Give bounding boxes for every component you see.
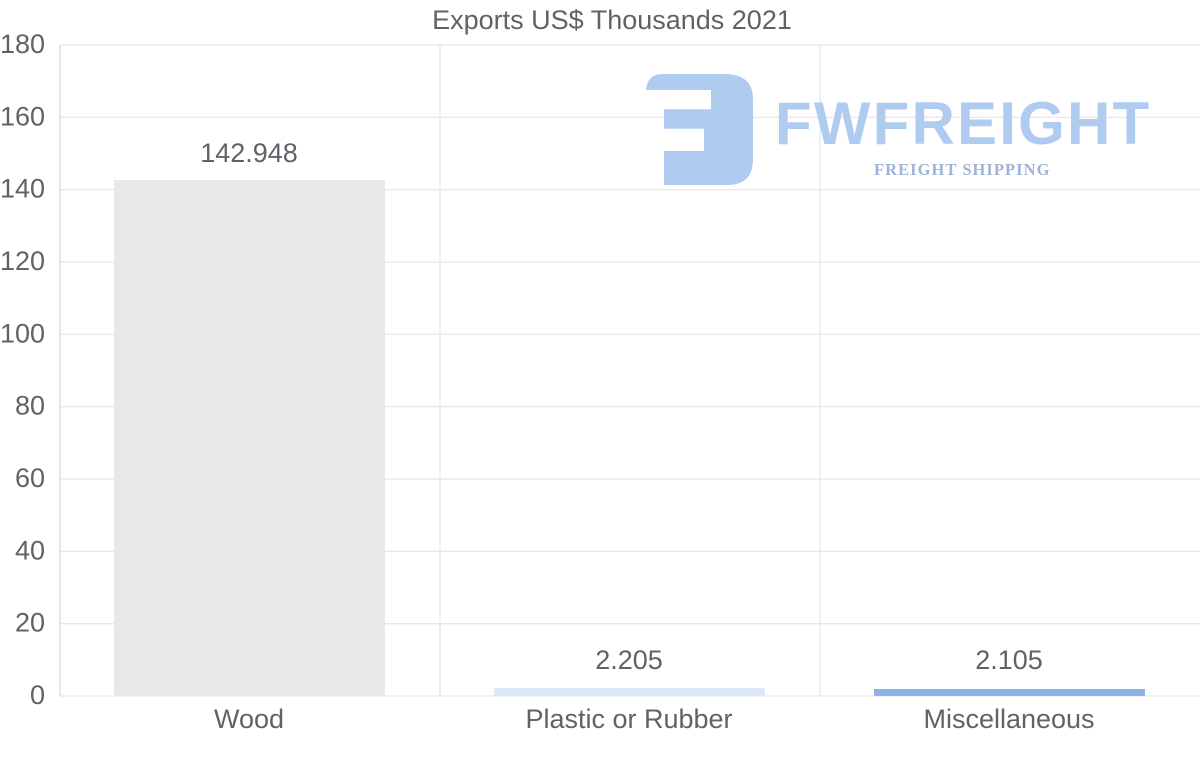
svg-text:2.105: 2.105 [975, 645, 1043, 675]
svg-text:160: 160 [0, 101, 45, 131]
svg-text:20: 20 [15, 608, 45, 638]
svg-text:180: 180 [0, 29, 45, 59]
svg-text:80: 80 [15, 391, 45, 421]
svg-text:0: 0 [30, 680, 45, 710]
svg-text:120: 120 [0, 246, 45, 276]
svg-text:2.205: 2.205 [595, 645, 663, 675]
svg-text:142.948: 142.948 [200, 138, 298, 168]
svg-text:FREIGHT SHIPPING: FREIGHT SHIPPING [874, 160, 1050, 179]
svg-text:Miscellaneous: Miscellaneous [923, 704, 1094, 734]
svg-text:40: 40 [15, 535, 45, 565]
svg-text:Wood: Wood [214, 704, 284, 734]
svg-text:FWFREIGHT: FWFREIGHT [775, 90, 1151, 157]
svg-text:Plastic or Rubber: Plastic or Rubber [525, 704, 732, 734]
svg-text:100: 100 [0, 318, 45, 348]
svg-text:140: 140 [0, 174, 45, 204]
svg-text:60: 60 [15, 463, 45, 493]
